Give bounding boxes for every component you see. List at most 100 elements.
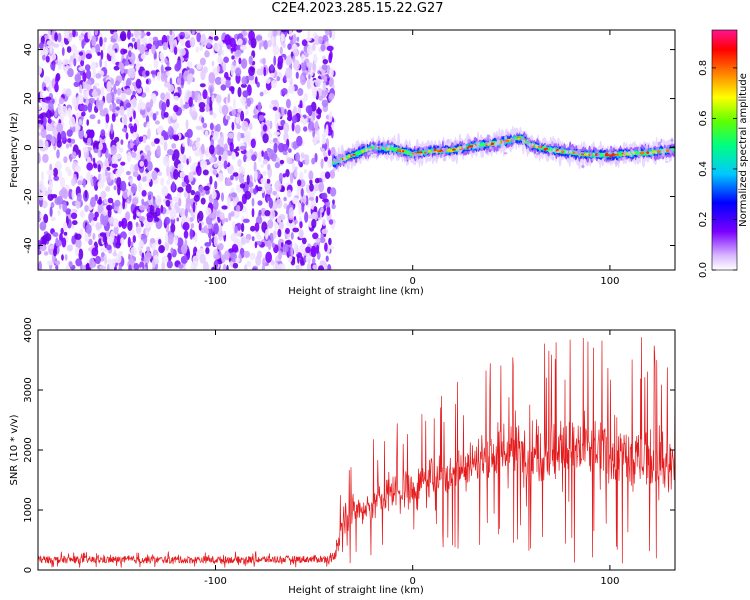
noise-blob (258, 209, 262, 216)
noise-blob (194, 149, 201, 157)
signal-speck (338, 160, 341, 164)
signal-speck (374, 143, 378, 148)
noise-blob (53, 175, 60, 181)
noise-blob (40, 89, 43, 100)
noise-blob (296, 30, 303, 33)
noise-blob (47, 260, 54, 266)
noise-blob (109, 104, 113, 112)
noise-blob (179, 48, 186, 56)
noise-blob (209, 31, 214, 37)
signal-speck (358, 143, 361, 146)
noise-blob (49, 41, 55, 47)
y-tick-label: 3000 (23, 377, 34, 402)
noise-blob (38, 65, 42, 75)
signal-speck (551, 141, 554, 146)
noise-blob (299, 100, 303, 109)
noise-blob (146, 171, 152, 183)
noise-blob (106, 244, 112, 251)
noise-blob (44, 34, 49, 40)
noise-blob (223, 143, 228, 153)
signal-speck (512, 137, 516, 141)
noise-blob (322, 198, 329, 203)
noise-blob (179, 208, 186, 217)
noise-blob (129, 138, 133, 149)
noise-blob (172, 112, 177, 120)
noise-blob (56, 149, 60, 159)
signal-speck (552, 148, 555, 153)
noise-blob (45, 55, 50, 63)
noise-blob (208, 72, 216, 84)
noise-blob (98, 196, 102, 205)
noise-blob (312, 130, 315, 138)
noise-blob (123, 49, 128, 54)
noise-blob (277, 228, 282, 238)
noise-blob (218, 104, 224, 114)
noise-blob (245, 110, 249, 116)
noise-blob (74, 233, 82, 240)
noise-blob (235, 67, 242, 77)
noise-blob (190, 223, 194, 229)
noise-blob (65, 88, 72, 97)
noise-blob (202, 169, 209, 176)
noise-blob (172, 122, 180, 130)
noise-blob (83, 90, 89, 100)
noise-blob (144, 222, 151, 229)
noise-blob (257, 101, 262, 113)
noise-blob (278, 172, 283, 183)
noise-blob (183, 230, 189, 239)
signal-peak (657, 150, 661, 153)
signal-speck (649, 151, 653, 155)
noise-blob (246, 260, 252, 267)
noise-blob (160, 204, 164, 214)
noise-blob (309, 183, 314, 192)
noise-blob (161, 101, 167, 112)
y-tick-label: 4000 (23, 317, 34, 342)
noise-blob (268, 209, 276, 220)
noise-blob (84, 205, 89, 212)
noise-blob (152, 113, 157, 121)
noise-blob (312, 257, 316, 265)
noise-blob (84, 64, 91, 71)
signal-speck (387, 144, 391, 149)
noise-blob (74, 165, 82, 173)
signal-speck (424, 148, 428, 151)
noise-blob (57, 59, 63, 70)
noise-blob (156, 71, 161, 81)
noise-blob (62, 221, 68, 232)
noise-blob (46, 109, 52, 119)
noise-blob (51, 53, 57, 61)
noise-blob (137, 211, 141, 217)
noise-blob (322, 55, 326, 61)
noise-blob (328, 219, 334, 225)
noise-blob (85, 224, 92, 234)
noise-blob (230, 233, 237, 242)
signal-speck (668, 148, 673, 154)
x-tick-label: 100 (600, 276, 619, 287)
noise-blob (104, 168, 108, 177)
signal-speck (657, 153, 660, 158)
noise-blob (263, 66, 267, 77)
noise-blob (67, 107, 72, 118)
noise-blob (49, 206, 53, 217)
noise-blob (195, 125, 203, 130)
noise-blob (172, 196, 179, 202)
noise-blob (141, 201, 149, 206)
noise-blob (303, 93, 308, 102)
signal-speck (501, 140, 505, 145)
noise-blob (177, 46, 181, 52)
noise-blob (153, 58, 159, 69)
noise-blob (321, 99, 329, 108)
noise-blob (223, 160, 228, 170)
noise-blob (49, 125, 53, 132)
noise-blob (183, 191, 188, 198)
noise-blob (198, 185, 204, 193)
noise-blob (296, 135, 303, 147)
noise-blob (213, 35, 219, 41)
noise-blob (135, 221, 139, 227)
signal-speck (489, 146, 492, 150)
noise-blob (306, 262, 312, 270)
noise-blob (71, 177, 76, 187)
noise-blob (229, 141, 234, 152)
noise-blob (310, 78, 313, 90)
noise-blob (313, 206, 318, 214)
